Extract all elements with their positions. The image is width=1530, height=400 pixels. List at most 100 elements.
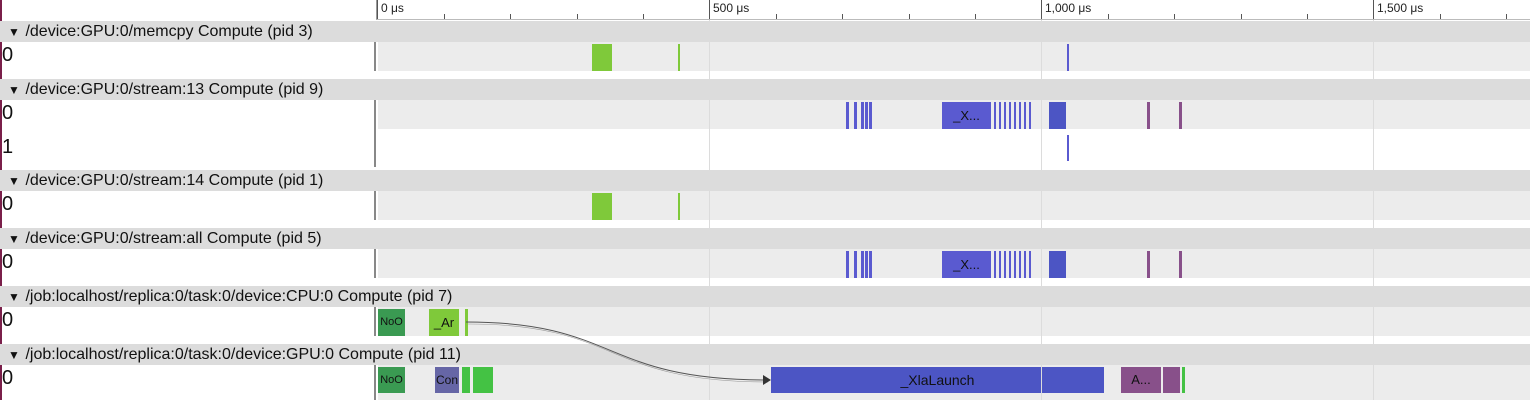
slice[interactable]: [1147, 251, 1150, 278]
slice[interactable]: [678, 193, 680, 220]
ruler-tick: [1506, 14, 1507, 19]
slice[interactable]: [592, 193, 612, 220]
slice[interactable]: [1179, 102, 1182, 129]
slice-con[interactable]: Con: [435, 367, 459, 393]
process-title: /device:GPU:0/memcpy Compute (pid 3): [25, 23, 313, 40]
thread-label: 1: [2, 129, 376, 167]
triangle-down-icon[interactable]: ▼: [8, 83, 20, 97]
slice[interactable]: [999, 251, 1001, 278]
slice-noop[interactable]: NoO: [378, 309, 405, 336]
slice-noop[interactable]: NoO: [378, 367, 405, 393]
slice-xla[interactable]: _X...: [942, 102, 991, 129]
slice[interactable]: [869, 251, 872, 278]
ruler-tick: [1307, 14, 1308, 19]
slice-xla[interactable]: _X...: [942, 251, 991, 278]
track-stream13-1[interactable]: [378, 129, 1530, 167]
ruler-tick: [1440, 14, 1441, 19]
slice[interactable]: [865, 251, 868, 278]
slice[interactable]: [994, 102, 996, 129]
process-header-gpu[interactable]: ▼ /job:localhost/replica:0/task:0/device…: [0, 344, 1530, 365]
ruler-tick: [643, 14, 644, 19]
ruler-tick: [1174, 14, 1175, 19]
ruler-label-0: 0 μs: [381, 1, 404, 15]
time-ruler[interactable]: 0 μs 500 μs 1,000 μs 1,500 μs: [376, 0, 1530, 20]
slice[interactable]: [869, 102, 872, 129]
slice[interactable]: [1049, 251, 1066, 278]
slice[interactable]: [592, 44, 612, 71]
triangle-down-icon[interactable]: ▼: [8, 348, 20, 362]
slice[interactable]: [1163, 367, 1180, 393]
slice[interactable]: [846, 251, 849, 278]
slice-ar[interactable]: _Ar: [429, 309, 459, 336]
slice[interactable]: [1014, 251, 1016, 278]
process-title: /device:GPU:0/stream:14 Compute (pid 1): [25, 172, 324, 189]
slice[interactable]: [846, 102, 849, 129]
track-stream14-0[interactable]: [378, 191, 1530, 220]
track-cpu-0[interactable]: NoO _Ar: [378, 307, 1530, 336]
slice[interactable]: [1004, 251, 1006, 278]
process-title: /device:GPU:0/stream:13 Compute (pid 9): [25, 81, 324, 98]
ruler-tick: [1108, 14, 1109, 19]
slice[interactable]: [473, 367, 493, 393]
gridline: [1373, 20, 1374, 400]
arrowhead-icon: [763, 375, 771, 385]
track-memcpy-0[interactable]: [378, 42, 1530, 71]
thread-label: 0: [2, 249, 376, 278]
triangle-down-icon[interactable]: ▼: [8, 290, 20, 304]
process-header-streamall[interactable]: ▼ /device:GPU:0/stream:all Compute (pid …: [0, 228, 1530, 249]
slice[interactable]: [1067, 135, 1069, 161]
slice[interactable]: [1019, 251, 1021, 278]
slice[interactable]: [1009, 102, 1011, 129]
ruler-tick: [377, 0, 378, 19]
triangle-down-icon[interactable]: ▼: [8, 174, 20, 188]
triangle-down-icon[interactable]: ▼: [8, 25, 20, 39]
slice[interactable]: [1067, 44, 1069, 71]
ruler-tick: [842, 14, 843, 19]
ruler-label-1000: 1,000 μs: [1045, 1, 1092, 15]
slice[interactable]: [861, 102, 864, 129]
slice[interactable]: [1147, 102, 1150, 129]
slice[interactable]: [1019, 102, 1021, 129]
ruler-tick: [1241, 14, 1242, 19]
ruler-label-500: 500 μs: [713, 1, 750, 15]
process-header-stream14[interactable]: ▼ /device:GPU:0/stream:14 Compute (pid 1…: [0, 170, 1530, 191]
slice[interactable]: [678, 44, 680, 71]
ruler-tick: [776, 14, 777, 19]
ruler-tick: [1373, 0, 1374, 19]
thread-label: 0: [2, 100, 376, 129]
thread-label: 0: [2, 307, 376, 336]
triangle-down-icon[interactable]: ▼: [8, 232, 20, 246]
slice[interactable]: [1179, 251, 1182, 278]
slice[interactable]: [1029, 102, 1031, 129]
slice[interactable]: [462, 367, 470, 393]
process-header-memcpy[interactable]: ▼ /device:GPU:0/memcpy Compute (pid 3): [0, 21, 1530, 42]
slice[interactable]: [1029, 251, 1031, 278]
slice[interactable]: [1009, 251, 1011, 278]
slice[interactable]: [1024, 102, 1026, 129]
thread-label: 0: [2, 365, 376, 400]
slice[interactable]: [854, 251, 857, 278]
track-stream13-0[interactable]: _X...: [378, 100, 1530, 129]
slice-xla-launch[interactable]: _XlaLaunch: [771, 367, 1104, 393]
ruler-tick: [975, 14, 976, 19]
slice[interactable]: [1049, 102, 1066, 129]
slice[interactable]: [1182, 367, 1185, 393]
ruler-tick: [909, 14, 910, 19]
slice[interactable]: [994, 251, 996, 278]
slice[interactable]: [861, 251, 864, 278]
process-header-cpu[interactable]: ▼ /job:localhost/replica:0/task:0/device…: [0, 286, 1530, 307]
track-gpu-0[interactable]: NoO Con _XlaLaunch A...: [378, 365, 1530, 400]
slice[interactable]: [999, 102, 1001, 129]
ruler-tick: [577, 14, 578, 19]
track-streamall-0[interactable]: _X...: [378, 249, 1530, 278]
left-border: [0, 0, 2, 400]
slice[interactable]: [1024, 251, 1026, 278]
slice[interactable]: [865, 102, 868, 129]
process-header-stream13[interactable]: ▼ /device:GPU:0/stream:13 Compute (pid 9…: [0, 79, 1530, 100]
slice[interactable]: [854, 102, 857, 129]
slice[interactable]: [1004, 102, 1006, 129]
slice-a[interactable]: A...: [1121, 367, 1161, 393]
process-title: /device:GPU:0/stream:all Compute (pid 5): [25, 230, 322, 247]
slice[interactable]: [1014, 102, 1016, 129]
